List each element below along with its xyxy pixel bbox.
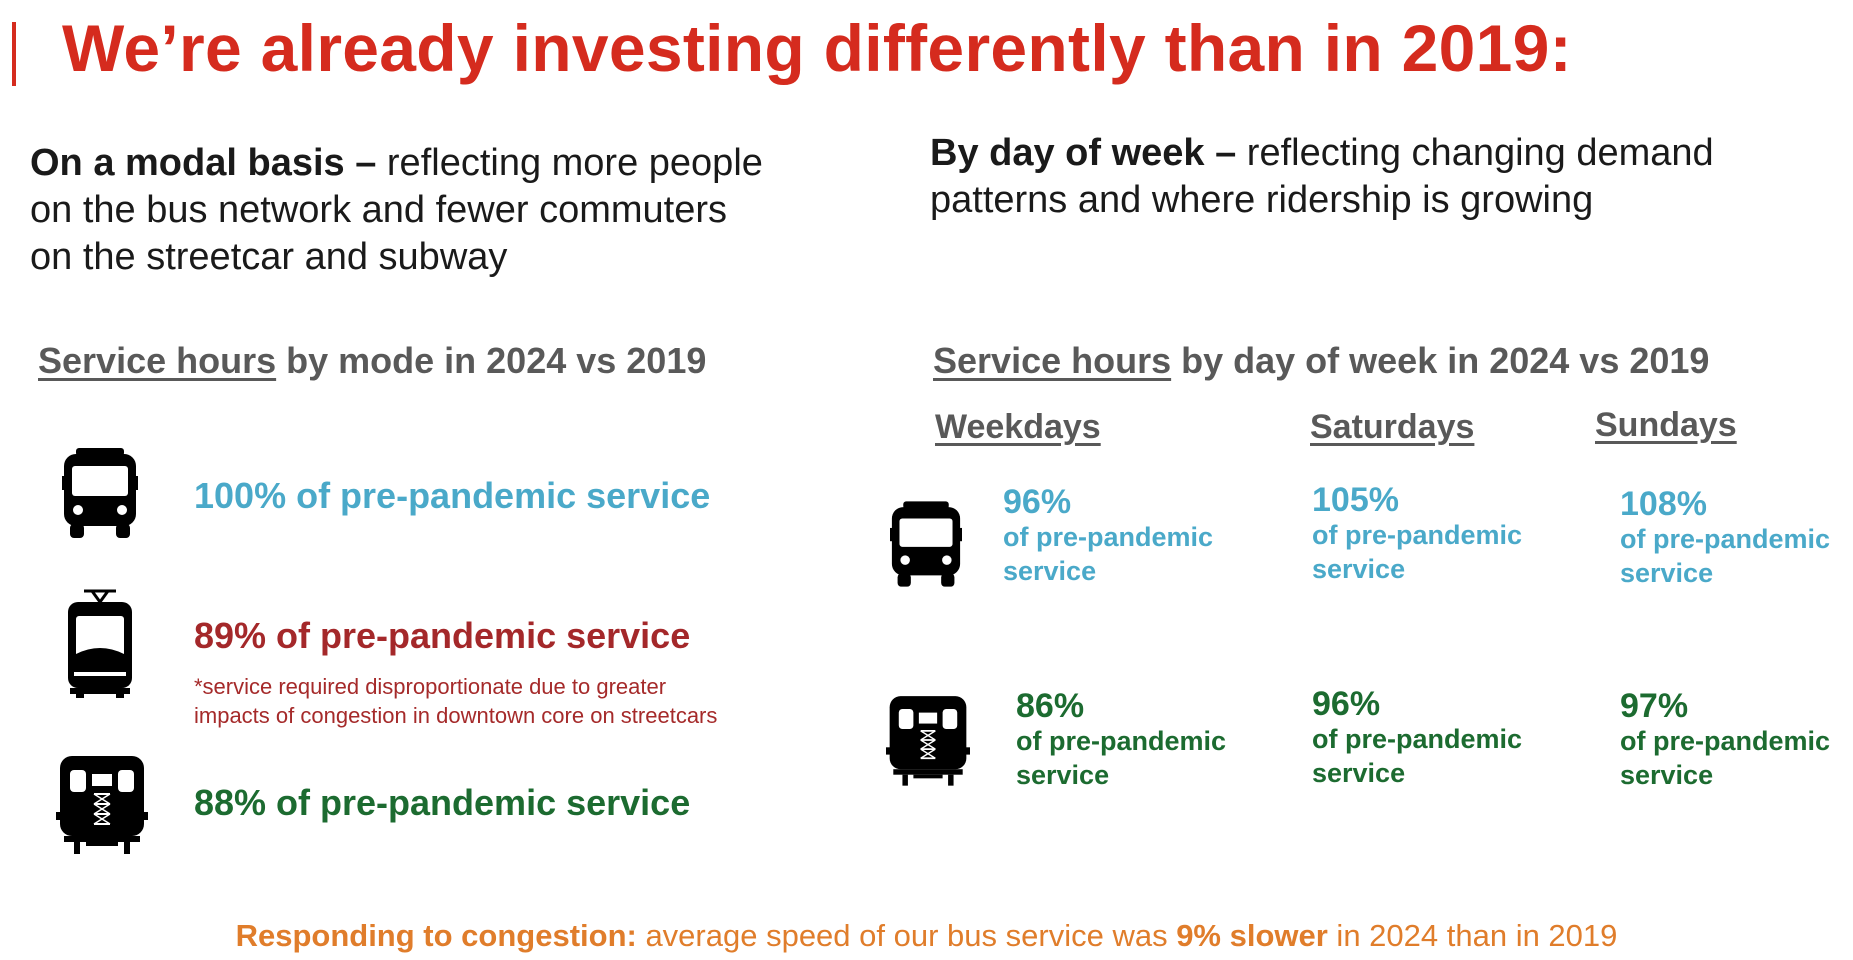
day-heading-sundays: Sundays xyxy=(1595,406,1737,444)
footer-bold-1: Responding to congestion: xyxy=(235,918,637,953)
streetcar-note-line-1: *service required disproportionate due t… xyxy=(194,674,667,699)
bus-sundays-sub-2: service xyxy=(1620,558,1714,588)
bus-saturdays-pct: 105% xyxy=(1312,481,1399,519)
left-intro: On a modal basis – reflecting more peopl… xyxy=(30,140,850,281)
subway-saturdays-stat: 96% of pre-pandemic service xyxy=(1312,686,1522,790)
day-section-heading: Service hours by day of week in 2024 vs … xyxy=(933,340,1709,382)
subway-saturdays-pct: 96% xyxy=(1312,685,1381,723)
streetcar-note-line-2: impacts of congestion in downtown core o… xyxy=(194,703,718,728)
day-heading-weekdays: Weekdays xyxy=(935,408,1101,446)
bus-weekdays-stat: 96% of pre-pandemic service xyxy=(1003,484,1213,588)
footer-text-1: average speed of our bus service was xyxy=(636,918,1177,953)
bus-icon xyxy=(890,500,962,590)
bus-sundays-sub-1: of pre-pandemic xyxy=(1620,524,1831,554)
mode-heading-rest: by mode in 2024 vs 2019 xyxy=(276,340,707,381)
footer-note: Responding to congestion: average speed … xyxy=(0,918,1853,954)
bus-saturdays-stat: 105% of pre-pandemic service xyxy=(1312,482,1522,586)
mode-subway-text: 88% of pre-pandemic service xyxy=(194,782,691,823)
streetcar-icon xyxy=(62,588,138,698)
bus-saturdays-sub-2: service xyxy=(1312,554,1406,584)
mode-section-heading: Service hours by mode in 2024 vs 2019 xyxy=(38,340,706,382)
subway-weekdays-sub-1: of pre-pandemic xyxy=(1016,726,1227,756)
subway-saturdays-sub-2: service xyxy=(1312,758,1406,788)
left-intro-line-1: reflecting more people xyxy=(376,142,763,184)
right-intro-line-1: reflecting changing demand xyxy=(1236,132,1714,174)
right-intro: By day of week – reflecting changing dem… xyxy=(930,130,1830,224)
day-heading-saturdays: Saturdays xyxy=(1310,408,1475,446)
bus-weekdays-sub-1: of pre-pandemic xyxy=(1003,522,1214,552)
subway-icon xyxy=(56,752,148,856)
bus-saturdays-sub-1: of pre-pandemic xyxy=(1312,520,1523,550)
streetcar-note: *service required disproportionate due t… xyxy=(194,672,717,730)
subway-weekdays-stat: 86% of pre-pandemic service xyxy=(1016,688,1226,792)
bus-sundays-stat: 108% of pre-pandemic service xyxy=(1620,486,1830,590)
mode-heading-underlined: Service hours xyxy=(38,340,277,381)
mode-bus-text: 100% of pre-pandemic service xyxy=(194,475,711,516)
bus-icon xyxy=(62,448,138,540)
mode-streetcar-text: 89% of pre-pandemic service xyxy=(194,615,691,656)
subway-saturdays-sub-1: of pre-pandemic xyxy=(1312,724,1523,754)
bus-sundays-pct: 108% xyxy=(1620,485,1707,523)
page-title: We’re already investing differently than… xyxy=(62,11,1572,85)
subway-weekdays-sub-2: service xyxy=(1016,760,1110,790)
title-accent-bar xyxy=(12,22,16,86)
subway-weekdays-pct: 86% xyxy=(1016,687,1085,725)
bus-weekdays-sub-2: service xyxy=(1003,556,1097,586)
footer-text-2: in 2024 than in 2019 xyxy=(1327,918,1618,953)
subway-icon xyxy=(886,692,970,788)
subway-sundays-stat: 97% of pre-pandemic service xyxy=(1620,688,1830,792)
left-intro-bold: On a modal basis – xyxy=(30,142,377,184)
footer-bold-2: 9% slower xyxy=(1176,918,1328,953)
subway-sundays-sub-1: of pre-pandemic xyxy=(1620,726,1831,756)
left-intro-line-3: on the streetcar and subway xyxy=(30,236,508,278)
right-intro-bold: By day of week – xyxy=(930,132,1237,174)
subway-sundays-pct: 97% xyxy=(1620,687,1689,725)
day-heading-underlined: Service hours xyxy=(933,340,1172,381)
left-intro-line-2: on the bus network and fewer commuters xyxy=(30,189,728,231)
day-heading-rest: by day of week in 2024 vs 2019 xyxy=(1171,340,1710,381)
subway-sundays-sub-2: service xyxy=(1620,760,1714,790)
right-intro-line-2: patterns and where ridership is growing xyxy=(930,179,1594,221)
bus-weekdays-pct: 96% xyxy=(1003,483,1072,521)
